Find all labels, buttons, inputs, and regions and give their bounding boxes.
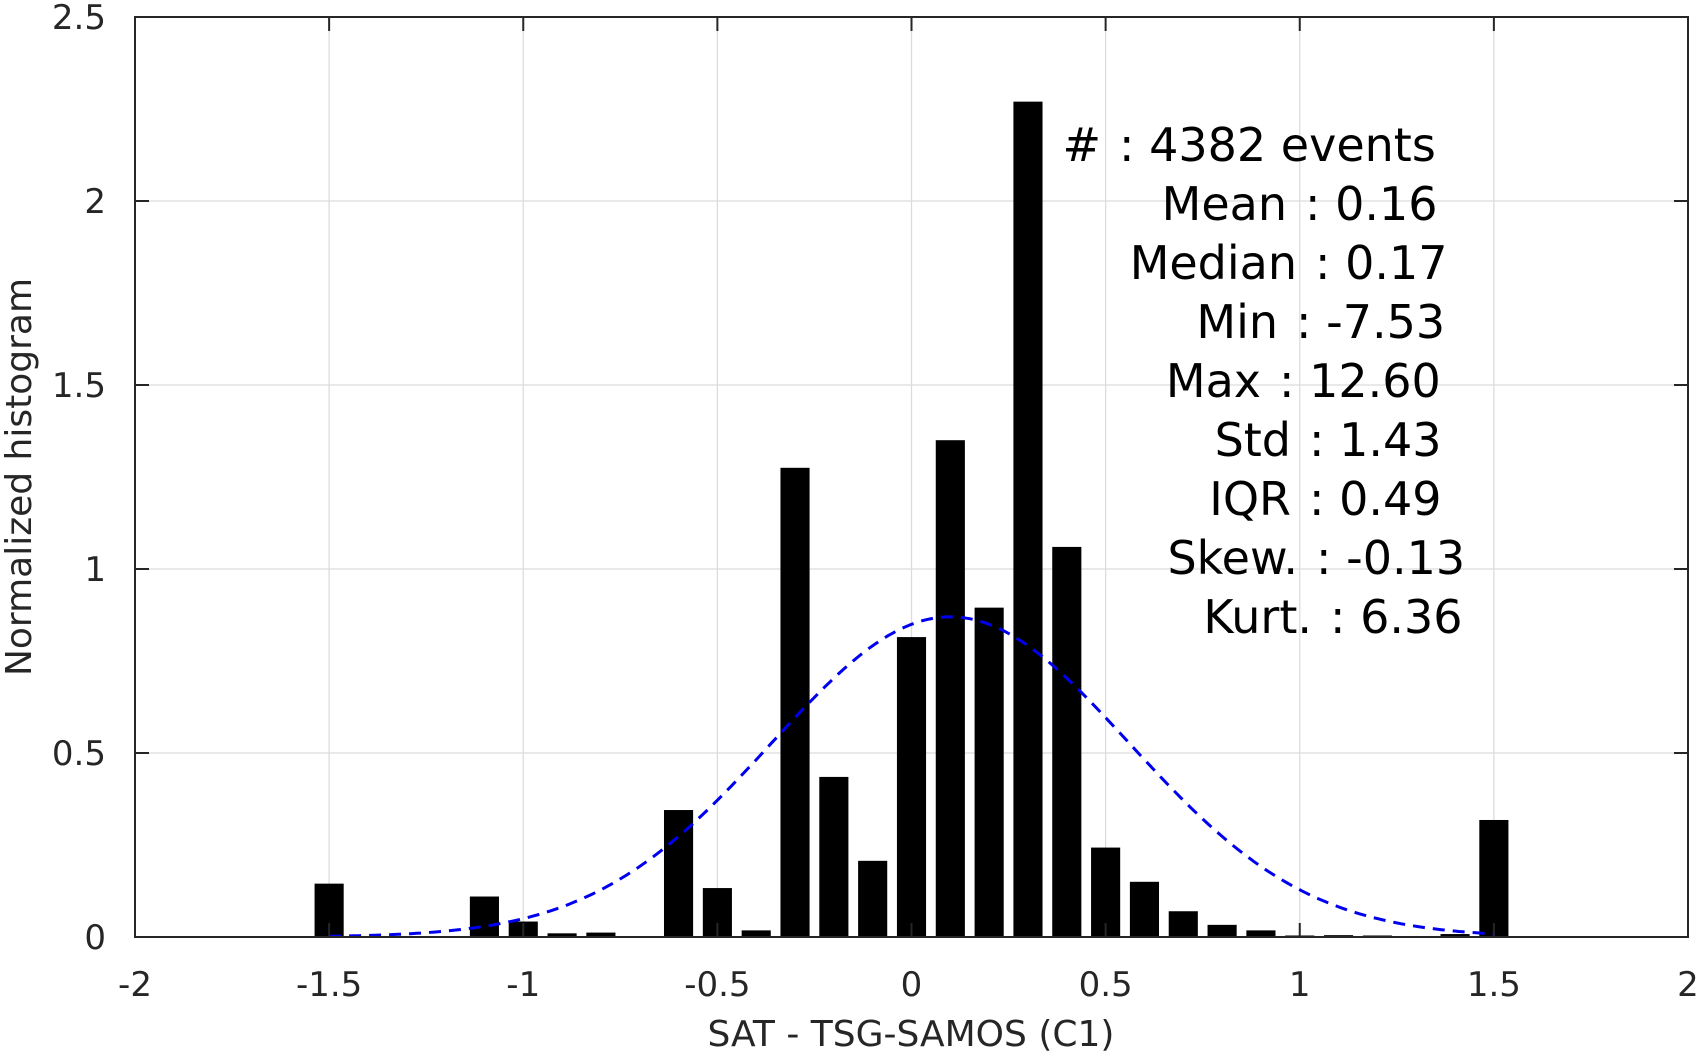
x-tick-label: -2 bbox=[118, 965, 152, 1005]
y-tick-label: 0 bbox=[84, 918, 106, 958]
histogram-bar bbox=[1168, 911, 1198, 937]
histogram-bar bbox=[1129, 881, 1160, 937]
histogram-bar bbox=[1479, 819, 1509, 937]
x-axis-label: SAT - TSG-SAMOS (C1) bbox=[708, 1014, 1115, 1053]
stat-value: : 1.43 bbox=[1309, 413, 1442, 467]
stat-value: : -7.53 bbox=[1296, 295, 1445, 349]
x-tick-label: 1 bbox=[1289, 965, 1311, 1005]
histogram-bar bbox=[974, 607, 1004, 937]
stat-value: : 0.17 bbox=[1315, 236, 1448, 290]
y-tick-label: 2.5 bbox=[52, 0, 106, 38]
histogram-bar bbox=[896, 637, 927, 937]
stat-value: : -0.13 bbox=[1316, 531, 1465, 585]
histogram-bar bbox=[663, 810, 694, 937]
stat-label: Max bbox=[1166, 354, 1261, 408]
stat-value: : 6.36 bbox=[1330, 590, 1463, 644]
y-tick-labels: 0 0.5 1 1.5 2 2.5 bbox=[52, 0, 106, 958]
normal-fit-curve bbox=[329, 615, 1494, 938]
histogram-bar bbox=[1052, 546, 1082, 937]
stat-value: : 0.49 bbox=[1309, 472, 1442, 526]
histogram-bar bbox=[858, 860, 888, 937]
x-tick-label: 2 bbox=[1677, 965, 1699, 1005]
histogram-bars bbox=[314, 101, 1509, 937]
stat-value: : 12.60 bbox=[1279, 354, 1441, 408]
stat-label: Mean bbox=[1162, 177, 1287, 231]
y-tick-label: 1 bbox=[84, 550, 106, 590]
stat-label: Std bbox=[1215, 413, 1291, 467]
stat-label: Min bbox=[1196, 295, 1278, 349]
stat-label: IQR bbox=[1209, 472, 1291, 526]
stat-value: : 0.16 bbox=[1305, 177, 1438, 231]
stat-label: Median bbox=[1130, 236, 1297, 290]
y-axis-label: Normalized histogram bbox=[0, 278, 40, 676]
x-tick-label: 1.5 bbox=[1467, 965, 1521, 1005]
histogram-bar bbox=[1091, 847, 1121, 937]
y-tick-label: 2 bbox=[84, 182, 106, 222]
histogram-bar bbox=[469, 896, 499, 937]
x-tick-labels: -2 -1.5 -1 -0.5 0 0.5 1 1.5 2 bbox=[118, 965, 1699, 1005]
axis-ticks bbox=[134, 16, 1689, 938]
stat-label: Kurt. bbox=[1203, 590, 1312, 644]
x-tick-label: -1.5 bbox=[296, 965, 362, 1005]
histogram-bar bbox=[1246, 930, 1276, 937]
normal-fit-line bbox=[329, 615, 1494, 938]
x-tick-label: -1 bbox=[506, 965, 540, 1005]
stat-label: # bbox=[1062, 118, 1101, 172]
histogram-bar bbox=[819, 776, 849, 937]
y-tick-label: 1.5 bbox=[52, 366, 106, 406]
x-tick-label: 0 bbox=[901, 965, 923, 1005]
stat-label: Skew. bbox=[1167, 531, 1298, 585]
x-tick-label: 0.5 bbox=[1079, 965, 1133, 1005]
x-tick-label: -0.5 bbox=[684, 965, 750, 1005]
histogram-bar bbox=[780, 467, 810, 937]
y-tick-label: 0.5 bbox=[52, 734, 106, 774]
histogram-bar bbox=[935, 440, 965, 937]
histogram-bar bbox=[547, 933, 577, 937]
histogram-bar bbox=[1013, 101, 1043, 937]
histogram-bar bbox=[1440, 934, 1470, 937]
histogram-bar bbox=[586, 932, 616, 937]
histogram-bar bbox=[1207, 924, 1237, 937]
stat-value: : 4382 events bbox=[1119, 118, 1436, 172]
histogram-bar bbox=[741, 930, 771, 937]
